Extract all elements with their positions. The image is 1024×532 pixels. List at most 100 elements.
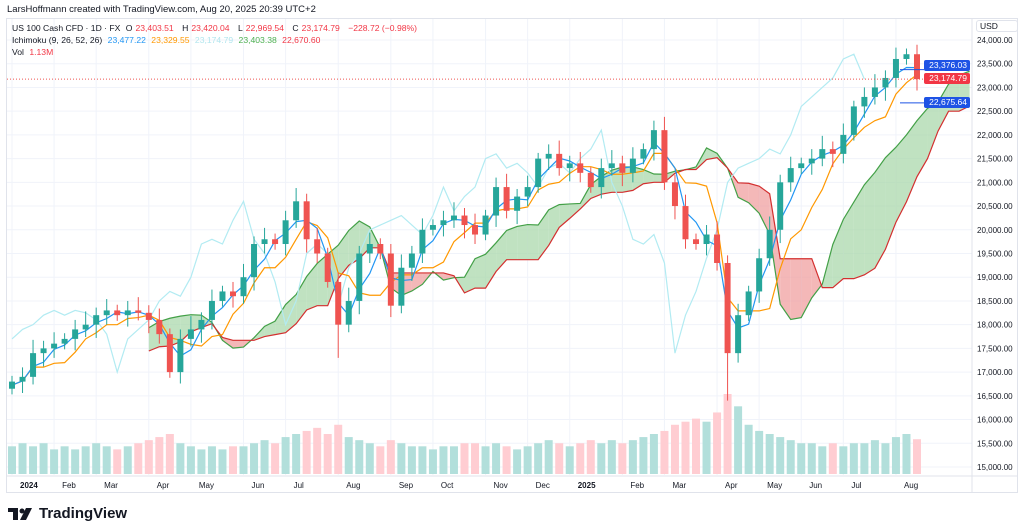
candle-body [756, 258, 763, 292]
candle-body [40, 348, 47, 354]
y-tick-label: 19,000.00 [977, 273, 1013, 282]
y-tick-label: 18,500.00 [977, 297, 1013, 306]
cloud-segment [759, 186, 770, 235]
volume-bar [449, 446, 458, 474]
cloud-segment [180, 314, 191, 342]
cloud-segment [527, 224, 539, 260]
volume-bar [228, 446, 237, 474]
price-line-label-lower: 22,675.64 [924, 97, 970, 108]
candle-body [892, 58, 899, 78]
x-tick-label: Jul [851, 481, 861, 490]
candle-body [798, 163, 805, 169]
ichimoku-label[interactable]: Ichimoku (9, 26, 52, 26) [12, 35, 103, 45]
close-value: 23,174.79 [301, 23, 340, 33]
volume-bar [881, 443, 890, 474]
candle-body [345, 300, 352, 325]
y-tick-label: 19,500.00 [977, 250, 1013, 259]
volume-bar [313, 427, 322, 474]
candle-body [293, 201, 300, 221]
volume-bar [681, 421, 690, 474]
volume-bar [818, 446, 827, 474]
candle-body [787, 168, 794, 183]
volume-bar [628, 440, 637, 474]
volume-bar [734, 406, 743, 474]
cloud-segment [853, 184, 865, 279]
volume-bar [123, 446, 132, 474]
price-line-label-upper: 23,376.03 [924, 60, 970, 71]
volume-row[interactable]: Vol 1.13M [12, 46, 420, 58]
currency-button[interactable]: USD [976, 20, 1018, 32]
symbol-row[interactable]: US 100 Cash CFD · 1D · FX O 23,403.51 H 23… [12, 22, 420, 34]
candle-body [408, 253, 415, 268]
cloud-segment [496, 230, 507, 272]
volume-bar [870, 440, 879, 474]
x-tick-label: Jun [809, 481, 822, 490]
x-tick-label: Feb [62, 481, 76, 490]
cloud-segment [296, 276, 307, 324]
symbol-title[interactable]: US 100 Cash CFD · 1D · FX [12, 23, 121, 33]
change-value: −228.72 (−0.98%) [348, 23, 418, 33]
candle-body [166, 334, 173, 373]
candle-body [514, 196, 521, 211]
high-label: H [182, 23, 189, 33]
y-tick-label: 16,500.00 [977, 392, 1013, 401]
candle-body [640, 149, 647, 159]
volume-label[interactable]: Vol [12, 47, 24, 57]
candle-body [693, 239, 700, 245]
candle-body [577, 163, 584, 173]
cloud-segment [780, 258, 791, 320]
volume-bar [544, 440, 553, 474]
candle-body [766, 229, 773, 259]
candle-body [556, 153, 563, 169]
x-tick-label: Dec [536, 481, 550, 490]
candle-body [240, 277, 247, 297]
volume-bar [555, 443, 564, 474]
cloud-segment [538, 209, 549, 260]
volume-bar [607, 440, 616, 474]
candle-body [608, 163, 615, 169]
candle-body [882, 77, 889, 88]
y-tick-label: 17,000.00 [977, 368, 1013, 377]
volume-bar [460, 443, 469, 474]
volume-bar [207, 446, 216, 474]
chikou-span-line [11, 53, 865, 375]
tradingview-logo[interactable]: TradingView [8, 505, 127, 522]
volume-bar [81, 446, 90, 474]
candle-body [735, 315, 742, 354]
volume-bar [144, 440, 153, 474]
candle-body [819, 149, 826, 159]
volume-bar [471, 443, 480, 474]
tenkan-value: 23,477.22 [107, 35, 146, 45]
y-tick-label: 16,000.00 [977, 416, 1013, 425]
x-tick-label: Apr [725, 481, 738, 490]
kijun-value: 23,329.55 [151, 35, 190, 45]
candle-body [9, 381, 15, 389]
candle-body [524, 187, 531, 197]
volume-bar [534, 443, 543, 474]
volume-bar [692, 418, 701, 474]
candle-body [208, 300, 215, 320]
candle-body [429, 225, 436, 230]
ichimoku-row[interactable]: Ichimoku (9, 26, 52, 26) 23,477.22 23,32… [12, 34, 420, 46]
candle-body [671, 182, 678, 207]
candle-body [682, 206, 689, 240]
tradingview-logo-icon [8, 507, 32, 520]
volume-bar [302, 430, 311, 474]
x-tick-label: 2025 [578, 481, 596, 490]
candle-body [366, 244, 373, 254]
cloud-segment [801, 258, 812, 318]
volume-bar [250, 443, 259, 474]
y-tick-label: 24,000.00 [977, 36, 1013, 45]
candle-body [387, 253, 394, 306]
x-tick-label: 2024 [20, 481, 38, 490]
candle-body [472, 225, 479, 235]
cloud-segment [580, 184, 591, 209]
open-value: 23,403.51 [135, 23, 174, 33]
volume-bar [576, 443, 585, 474]
candle-body [914, 54, 920, 80]
volume-bar [828, 443, 837, 474]
y-tick-label: 22,000.00 [977, 131, 1013, 140]
y-tick-label: 18,000.00 [977, 321, 1013, 330]
x-tick-label: Apr [157, 481, 170, 490]
